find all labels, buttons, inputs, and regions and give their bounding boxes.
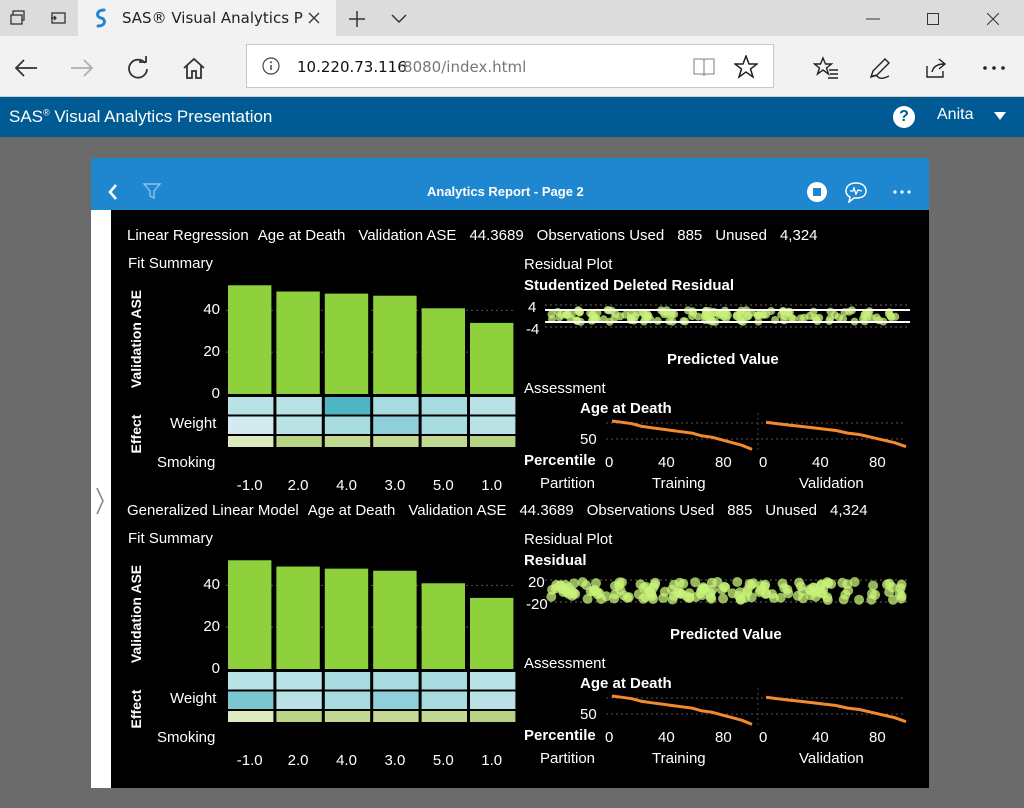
tab-preview-icon[interactable] [48,8,68,28]
stop-square [813,188,821,196]
forward-arrow-icon[interactable] [68,54,96,82]
new-tab-icon[interactable] [346,8,368,30]
left-panel-strip [91,210,111,788]
report-page-title: Analytics Report - Page 2 [427,184,584,199]
report-more-icon[interactable] [891,186,913,198]
tab-set-aside-icon[interactable] [8,8,28,28]
stop-presentation-icon[interactable] [807,182,827,202]
app-title: SAS® Visual Analytics Presentation [9,107,272,127]
close-tab-icon[interactable] [306,10,322,26]
browser-tab[interactable]: SAS® Visual Analytics P [78,0,336,36]
refresh-icon[interactable] [124,54,152,82]
maximize-icon[interactable] [922,8,944,30]
back-arrow-icon[interactable] [12,54,40,82]
site-info-icon[interactable] [261,56,281,76]
expand-panel-chevron-icon[interactable] [92,486,108,516]
home-icon[interactable] [180,54,208,82]
app-title-registered: ® [43,107,50,118]
user-menu-caret-icon[interactable] [993,109,1007,123]
app-header: SAS® Visual Analytics Presentation ? Ani… [0,97,1024,137]
help-icon[interactable]: ? [893,106,915,128]
favorite-star-icon[interactable] [733,54,759,80]
url-bar[interactable]: 10.220.73.116 :8080/index.html [246,44,774,88]
tab-list-chevron-icon[interactable] [388,8,410,30]
report-header: Analytics Report - Page 2 [91,158,929,210]
minimize-icon[interactable] [862,8,884,30]
user-name[interactable]: Anita [937,106,974,123]
close-window-icon[interactable] [982,8,1004,30]
share-icon[interactable] [922,54,950,82]
back-chevron-icon[interactable] [105,182,121,202]
web-note-pen-icon[interactable] [866,54,894,82]
tab-title: SAS® Visual Analytics P [122,9,303,27]
more-actions-icon[interactable] [980,54,1008,82]
report-canvas [91,158,929,788]
help-icon-glyph: ? [899,108,909,125]
filter-funnel-icon[interactable] [141,180,163,202]
url-host: 10.220.73.116 [297,58,407,76]
url-path: :8080/index.html [398,58,527,76]
favorites-hub-icon[interactable] [812,54,840,82]
app-title-brand: SAS [9,107,44,126]
comments-icon[interactable] [843,180,869,204]
sas-favicon-icon [92,8,110,28]
app-title-rest: Visual Analytics Presentation [49,107,273,126]
reading-view-icon[interactable] [691,54,717,80]
